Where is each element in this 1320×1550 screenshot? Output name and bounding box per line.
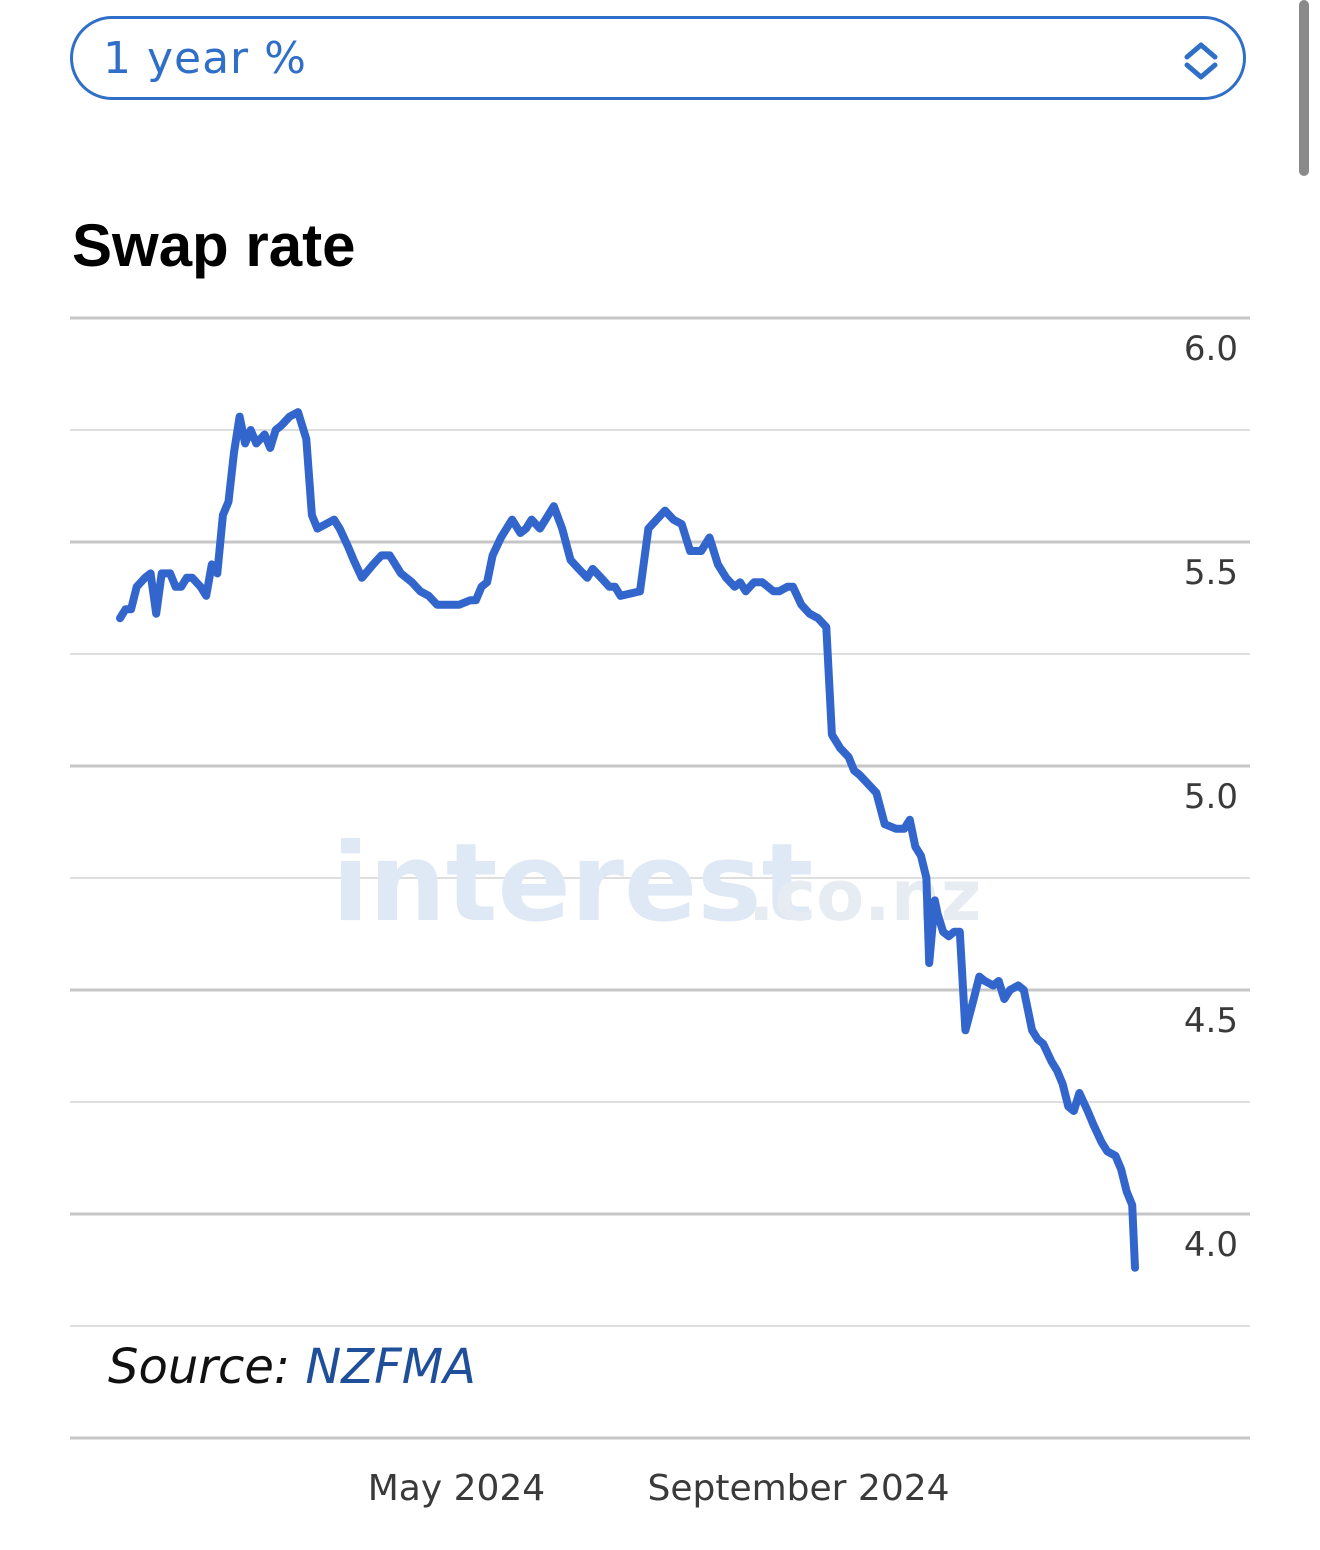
gridlines [70,316,1250,1440]
x-tick-label: May 2024 [368,1468,546,1509]
watermark-suffix: .co.nz [748,855,981,937]
term-select[interactable]: 1 year % [70,16,1246,100]
watermark: interest .co.nz [332,821,981,946]
source-attribution: Source: NZFMA [108,1338,476,1396]
y-tick-label: 5.5 [1184,553,1238,593]
source-label: Source: [108,1339,291,1395]
y-tick-label: 6.0 [1184,329,1238,369]
chart-title: Swap rate [72,212,356,279]
x-tick-labels: May 2024 September 2024 [368,1468,950,1509]
y-tick-label: 5.0 [1184,777,1238,817]
watermark-main: interest [332,821,813,946]
scrollbar[interactable] [1299,0,1309,176]
y-tick-label: 4.0 [1184,1225,1238,1265]
y-tick-label: 4.5 [1184,1001,1238,1041]
y-tick-labels: 6.0 5.5 5.0 4.5 4.0 [1184,329,1238,1265]
term-select-value: 1 year % [103,33,307,84]
x-tick-label: September 2024 [647,1468,949,1509]
chevron-updown-icon [1184,42,1218,80]
source-link[interactable]: NZFMA [305,1339,477,1395]
series-line [116,408,1139,1272]
